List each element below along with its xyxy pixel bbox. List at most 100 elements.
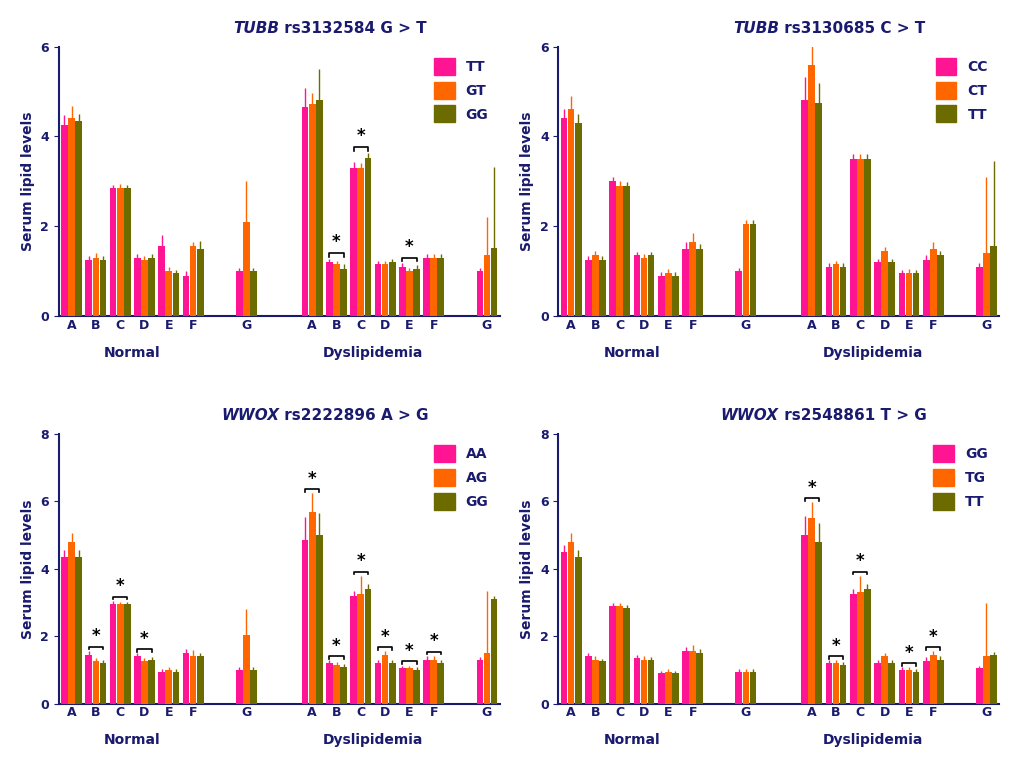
Bar [123, 604, 130, 703]
Bar [406, 271, 413, 316]
Text: *: * [830, 637, 840, 655]
Legend: TT, GT, GG: TT, GT, GG [429, 54, 492, 127]
Bar [423, 258, 430, 316]
Bar [117, 188, 123, 316]
Bar [250, 670, 257, 703]
Bar [235, 670, 243, 703]
Text: *: * [904, 644, 912, 662]
Bar [133, 258, 141, 316]
Bar [309, 511, 315, 703]
Bar [406, 668, 413, 703]
Bar [898, 670, 905, 703]
Text: Normal: Normal [603, 346, 659, 359]
Bar [165, 271, 172, 316]
Bar [880, 657, 888, 703]
Text: *: * [405, 642, 414, 660]
Bar [742, 224, 748, 316]
Bar [801, 100, 807, 316]
Bar [86, 260, 92, 316]
Bar [243, 222, 250, 316]
Bar [326, 262, 332, 316]
Bar [351, 168, 357, 316]
Bar [141, 661, 148, 703]
Text: WWOX: WWOX [221, 409, 279, 423]
Bar [832, 663, 839, 703]
Bar [888, 262, 895, 316]
Bar [608, 181, 615, 316]
Text: rs2548861 T > G: rs2548861 T > G [779, 409, 925, 423]
Bar [856, 159, 863, 316]
Bar [591, 660, 598, 703]
Bar [640, 660, 647, 703]
Text: *: * [405, 238, 414, 256]
Bar [333, 264, 339, 316]
Text: Dyslipidemia: Dyslipidemia [821, 346, 922, 359]
Bar [197, 657, 204, 703]
Bar [664, 273, 672, 316]
Text: *: * [332, 233, 340, 251]
Bar [93, 661, 99, 703]
Bar [490, 599, 497, 703]
Bar [880, 251, 888, 316]
Bar [598, 260, 605, 316]
Bar [388, 262, 395, 316]
Bar [849, 159, 856, 316]
Text: WWOX: WWOX [720, 409, 779, 423]
Bar [623, 607, 630, 703]
Bar [243, 634, 250, 703]
Text: Dyslipidemia: Dyslipidemia [821, 733, 922, 747]
Text: *: * [380, 628, 389, 646]
Bar [437, 663, 443, 703]
Legend: AA, AG, GG: AA, AG, GG [429, 441, 492, 514]
Bar [316, 535, 322, 703]
Text: rs3132584 G > T: rs3132584 G > T [279, 21, 426, 36]
Bar [430, 660, 437, 703]
Bar [657, 276, 664, 316]
Bar [989, 247, 996, 316]
Text: *: * [429, 632, 438, 650]
Bar [585, 260, 591, 316]
Bar [989, 655, 996, 703]
Bar [912, 671, 918, 703]
Bar [575, 557, 581, 703]
Bar [100, 260, 106, 316]
Bar [158, 671, 165, 703]
Bar [922, 260, 928, 316]
Bar [598, 661, 605, 703]
Bar [591, 256, 598, 316]
Bar [633, 256, 640, 316]
Bar [100, 663, 106, 703]
Bar [86, 655, 92, 703]
Bar [863, 589, 870, 703]
Text: Normal: Normal [104, 346, 160, 359]
Bar [905, 670, 912, 703]
Bar [148, 660, 155, 703]
Bar [364, 589, 371, 703]
Text: *: * [140, 630, 149, 647]
Bar [560, 552, 567, 703]
Bar [682, 651, 689, 703]
Bar [615, 606, 623, 703]
Bar [68, 542, 74, 703]
Bar [568, 542, 574, 703]
Text: *: * [357, 127, 365, 145]
Bar [364, 158, 371, 316]
Bar [839, 266, 846, 316]
Bar [825, 266, 832, 316]
Bar [133, 657, 141, 703]
Bar [742, 671, 748, 703]
Bar [696, 653, 702, 703]
Bar [672, 674, 678, 703]
Bar [172, 671, 179, 703]
Bar [61, 125, 68, 316]
Bar [689, 651, 695, 703]
Bar [61, 557, 68, 703]
Bar [922, 661, 928, 703]
Bar [158, 247, 165, 316]
Bar [623, 186, 630, 316]
Bar [696, 249, 702, 316]
Bar [398, 668, 406, 703]
Text: rs2222896 A > G: rs2222896 A > G [279, 409, 428, 423]
Bar [381, 655, 388, 703]
Bar [93, 258, 99, 316]
